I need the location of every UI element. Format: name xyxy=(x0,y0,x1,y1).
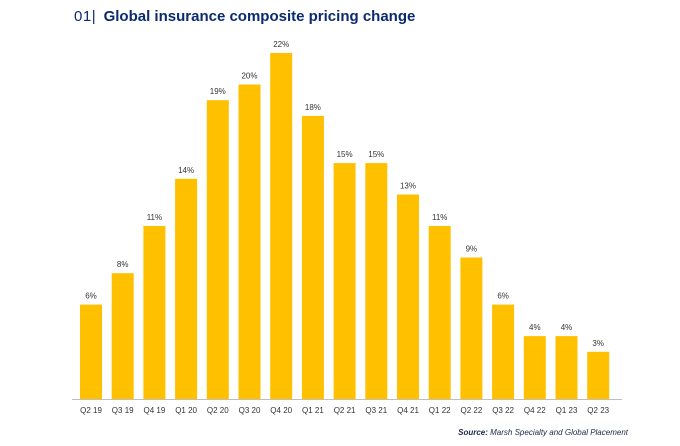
bar-q4-20 xyxy=(270,53,293,399)
bar-q3-21 xyxy=(365,163,388,399)
value-label: 9% xyxy=(466,245,478,254)
value-label: 11% xyxy=(147,213,162,222)
x-tick-label: Q4 21 xyxy=(397,406,419,415)
bar-q4-22 xyxy=(523,336,546,399)
x-tick-label: Q2 21 xyxy=(334,406,356,415)
value-label: 15% xyxy=(337,150,353,159)
value-label: 22% xyxy=(273,40,289,49)
value-label: 6% xyxy=(85,292,97,301)
bar-q3-19 xyxy=(111,273,134,399)
x-tick-label: Q1 20 xyxy=(175,406,197,415)
bar-q4-21 xyxy=(397,194,419,399)
value-label: 4% xyxy=(561,323,573,332)
x-tick-label: Q1 22 xyxy=(429,406,451,415)
value-label: 15% xyxy=(368,150,384,159)
bar-q4-19 xyxy=(143,226,166,399)
bar-q2-22 xyxy=(460,257,483,399)
x-tick-label: Q2 20 xyxy=(207,406,229,415)
bar-q3-20 xyxy=(238,84,261,399)
x-tick-label: Q4 19 xyxy=(144,406,166,415)
value-label: 14% xyxy=(178,166,194,175)
chart-title: Global insurance composite pricing chang… xyxy=(103,8,416,25)
bar-q2-20 xyxy=(206,100,229,399)
source-label: Source: xyxy=(458,428,488,437)
bar-q2-21 xyxy=(333,163,356,399)
value-label: 11% xyxy=(432,213,447,222)
x-tick-label: Q3 22 xyxy=(492,406,514,415)
x-tick-label: Q1 21 xyxy=(302,406,324,415)
figure-separator: | xyxy=(91,8,96,25)
x-tick-label: Q2 23 xyxy=(587,406,609,415)
value-label: 3% xyxy=(592,339,604,348)
bar-q2-19 xyxy=(80,304,102,399)
x-tick-label: Q4 22 xyxy=(524,406,546,415)
bar-q1-20 xyxy=(175,178,198,399)
value-label: 20% xyxy=(241,72,257,81)
bar-q1-23 xyxy=(555,336,578,399)
bar-q3-22 xyxy=(492,304,515,399)
x-tick-label: Q3 20 xyxy=(239,406,261,415)
x-tick-label: Q4 20 xyxy=(270,406,292,415)
x-tick-label: Q2 19 xyxy=(80,406,102,415)
x-tick-label: Q2 22 xyxy=(461,406,483,415)
value-label: 19% xyxy=(210,87,226,96)
source-text: Marsh Specialty and Global Placement xyxy=(490,428,628,437)
value-label: 6% xyxy=(497,292,509,301)
value-label: 18% xyxy=(305,103,321,112)
bar-q1-22 xyxy=(428,226,451,399)
x-tick-label: Q3 19 xyxy=(112,406,134,415)
bar-q1-21 xyxy=(301,115,324,400)
figure-number: 01 xyxy=(74,8,92,25)
x-tick-label: Q1 23 xyxy=(556,406,578,415)
x-tick-label: Q3 21 xyxy=(365,406,387,415)
source-note: Source: Marsh Specialty and Global Place… xyxy=(458,428,628,437)
value-label: 13% xyxy=(400,182,416,191)
value-label: 4% xyxy=(529,323,541,332)
chart-header: 01 | Global insurance composite pricing … xyxy=(74,8,415,30)
bar-q2-23 xyxy=(587,351,610,399)
value-label: 8% xyxy=(117,260,129,269)
